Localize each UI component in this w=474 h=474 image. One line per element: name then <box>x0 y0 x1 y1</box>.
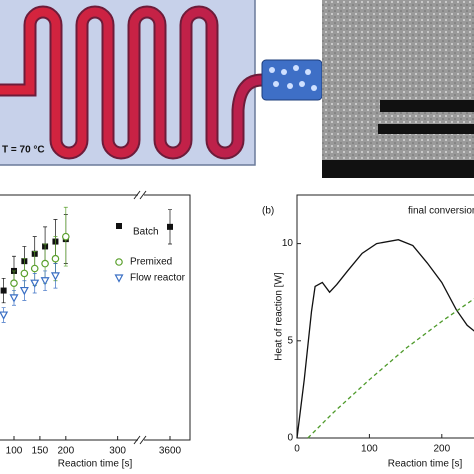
panel-label: (b) <box>262 206 274 217</box>
marker <box>0 287 7 294</box>
marker <box>30 264 39 273</box>
marker <box>167 223 173 230</box>
info-bar <box>322 160 474 178</box>
x-tick-label: 200 <box>433 444 450 455</box>
particles <box>269 65 317 91</box>
x-axis-label: Reaction time [s] <box>58 459 133 470</box>
axis-break <box>133 435 147 445</box>
tube <box>0 7 263 158</box>
x-tick-label: 100 <box>361 444 378 455</box>
marker <box>10 279 18 288</box>
legend-marker <box>115 258 123 266</box>
x-tick-label: 100 <box>6 446 23 457</box>
legend-label: Premixed <box>130 257 172 268</box>
legend-label: Batch <box>133 227 159 238</box>
marker <box>40 277 50 286</box>
annotation: final conversion <box>408 206 474 217</box>
axis-frame <box>0 194 191 441</box>
y-axis-label: Heat of reaction [W] <box>274 272 285 361</box>
marker <box>19 286 29 296</box>
marker <box>51 254 60 263</box>
scale-box <box>378 124 474 134</box>
x-tick-label: 200 <box>57 446 74 457</box>
x-tick-label: 150 <box>32 446 49 457</box>
y-tick-label: 0 <box>287 433 293 444</box>
x-tick-label: 300 <box>109 446 126 457</box>
marker <box>30 279 40 288</box>
x-tick-label: 0 <box>294 444 300 455</box>
sem-texture <box>322 0 474 178</box>
collector <box>261 59 323 101</box>
line <box>307 298 474 439</box>
marker <box>20 269 29 278</box>
marker <box>41 259 49 268</box>
x-tick-label: 3600 <box>159 446 182 457</box>
schematic: T = 70 °C <box>0 0 323 166</box>
legend-marker <box>116 223 122 229</box>
y-tick-label: 5 <box>287 335 293 346</box>
marker <box>62 232 70 241</box>
axis-frame <box>296 194 474 439</box>
marker <box>0 311 9 320</box>
axis-break-gap <box>138 191 144 199</box>
scale-box <box>380 100 474 112</box>
axis-break <box>133 190 147 200</box>
axis-break-gap <box>138 436 144 444</box>
x-axis-label: Reaction time [s] <box>388 459 463 470</box>
marker <box>50 272 60 281</box>
temperature-label: T = 70 °C <box>2 145 45 156</box>
y-tick-label: 10 <box>282 238 294 249</box>
legend-marker <box>114 274 124 283</box>
sem-image <box>322 0 474 178</box>
marker <box>9 294 19 303</box>
legend-label: Flow reactor <box>130 273 186 284</box>
line <box>296 239 474 439</box>
